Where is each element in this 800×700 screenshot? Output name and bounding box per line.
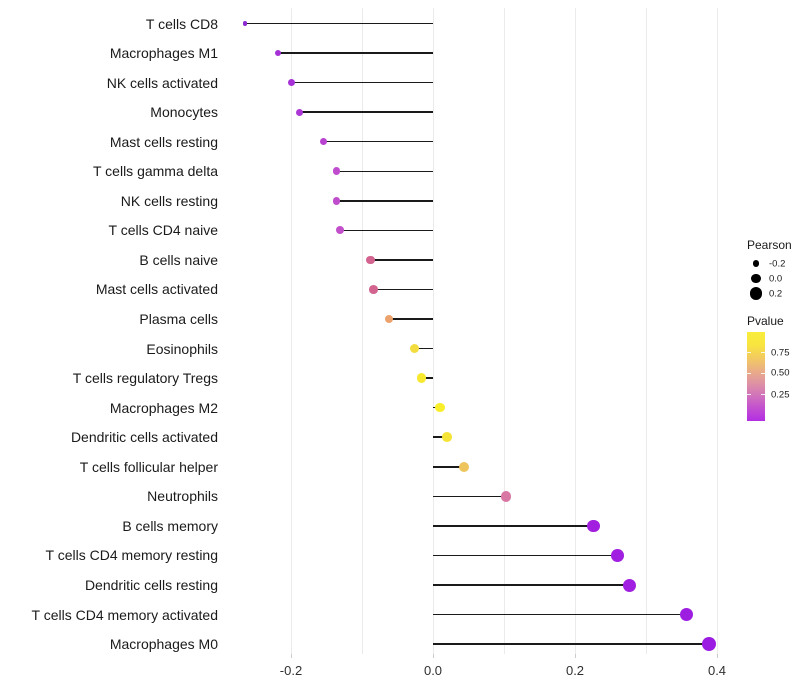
x-axis-tick-label: 0.4 xyxy=(707,663,727,678)
lollipop-stick xyxy=(433,436,448,438)
lollipop-stick xyxy=(336,200,433,202)
lollipop-dot xyxy=(702,637,717,652)
lollipop-stick xyxy=(389,318,433,320)
lollipop-stick xyxy=(414,347,433,350)
x-axis-tick-label: -0.2 xyxy=(279,663,303,678)
gridline xyxy=(291,8,292,654)
gridline xyxy=(362,8,363,654)
lollipop-dot xyxy=(458,461,469,472)
row-label: B cells naive xyxy=(139,251,218,268)
lollipop-dot xyxy=(384,314,394,324)
lollipop-dot xyxy=(275,49,282,57)
lollipop-dot xyxy=(332,196,341,205)
pvalue-gradient-tick xyxy=(747,352,751,353)
row-label: Plasma cells xyxy=(139,311,218,327)
x-axis-tick-label: 0.2 xyxy=(565,663,585,678)
lollipop-stick xyxy=(370,259,433,261)
x-axis-tick xyxy=(433,654,434,658)
row-label: Mast cells activated xyxy=(95,281,218,298)
row-label: T cells CD8 xyxy=(145,15,218,32)
lollipop-dot xyxy=(622,578,636,592)
size-legend-label: 0.2 xyxy=(769,288,783,299)
x-axis-tick xyxy=(291,654,292,658)
lollipop-stick xyxy=(336,170,433,172)
lollipop-stick xyxy=(291,81,433,84)
size-legend-title: Pearson xyxy=(747,238,792,252)
row-label: NK cells activated xyxy=(106,74,218,91)
lollipop-dot xyxy=(435,402,445,413)
row-label: Dendritic cells activated xyxy=(70,429,218,446)
lollipop-dot xyxy=(366,255,375,265)
lollipop-stick xyxy=(433,613,687,616)
lollipop-dot xyxy=(679,607,694,622)
row-label: Mast cells resting xyxy=(109,133,218,150)
lollipop-stick xyxy=(433,554,618,557)
lollipop-dot xyxy=(242,21,247,26)
row-label: T cells CD4 memory activated xyxy=(31,606,218,623)
pvalue-gradient-label: 0.25 xyxy=(771,389,790,400)
pvalue-gradient-label: 0.75 xyxy=(771,347,790,358)
row-label: T cells gamma delta xyxy=(92,163,218,180)
lollipop-dot xyxy=(369,285,378,294)
row-label: Dendritic cells resting xyxy=(84,577,218,593)
lollipop-dot xyxy=(336,226,344,235)
lollipop-dot xyxy=(409,343,420,354)
lollipop-stick xyxy=(299,111,433,113)
row-label: Macrophages M2 xyxy=(109,399,218,416)
row-label: NK cells resting xyxy=(120,192,218,209)
size-legend-dot xyxy=(751,273,761,284)
lollipop-dot xyxy=(319,137,328,146)
gridline xyxy=(717,8,718,654)
lollipop-stick xyxy=(340,229,433,232)
pvalue-gradient-bar xyxy=(747,332,765,421)
x-axis-tick-label: 0.0 xyxy=(423,663,443,678)
size-legend-dot xyxy=(752,260,760,267)
pvalue-gradient-tick xyxy=(761,394,765,395)
row-label: T cells follicular helper xyxy=(79,458,218,475)
lollipop-stick xyxy=(433,466,464,468)
lollipop-stick xyxy=(323,140,433,143)
pvalue-gradient-tick xyxy=(761,352,765,353)
lollipop-stick xyxy=(278,52,433,54)
lollipop-dot xyxy=(295,108,304,116)
row-label: T cells CD4 memory resting xyxy=(45,547,218,564)
row-label: T cells CD4 naive xyxy=(108,222,218,239)
lollipop-dot xyxy=(416,373,427,383)
color-legend-title: Pvalue xyxy=(747,314,784,328)
lollipop-stick xyxy=(433,584,629,586)
row-label: T cells regulatory Tregs xyxy=(72,370,218,387)
lollipop-dot xyxy=(442,432,453,443)
lollipop-stick xyxy=(433,495,507,498)
lollipop-stick xyxy=(244,22,433,25)
lollipop-dot xyxy=(288,79,296,87)
lollipop-dot xyxy=(587,519,600,532)
row-label: Macrophages M1 xyxy=(109,45,218,61)
lollipop-stick xyxy=(433,525,594,527)
gridline xyxy=(504,8,505,654)
row-label: Eosinophils xyxy=(146,340,218,357)
lollipop-stick xyxy=(433,643,710,645)
row-label: B cells memory xyxy=(122,517,218,534)
x-axis-tick xyxy=(575,654,576,658)
lollipop-stick xyxy=(373,288,433,291)
pvalue-gradient-tick xyxy=(747,372,751,374)
row-label: Neutrophils xyxy=(147,488,218,505)
x-axis-tick xyxy=(717,654,718,658)
lollipop-stick xyxy=(421,377,433,379)
pvalue-gradient-tick xyxy=(747,394,751,395)
gridline xyxy=(575,8,576,654)
gridline xyxy=(433,8,434,654)
pvalue-gradient-tick xyxy=(761,372,765,374)
pvalue-gradient-label: 0.50 xyxy=(771,367,790,379)
gridline xyxy=(646,8,647,654)
lollipop-dot xyxy=(500,490,512,502)
row-label: Monocytes xyxy=(150,104,218,121)
lollipop-dot xyxy=(611,549,624,562)
size-legend-label: 0.0 xyxy=(769,273,783,284)
size-legend-dot xyxy=(749,287,763,300)
size-legend-label: -0.2 xyxy=(769,258,786,269)
lollipop-dot xyxy=(332,167,341,176)
row-label: Macrophages M0 xyxy=(109,636,218,653)
